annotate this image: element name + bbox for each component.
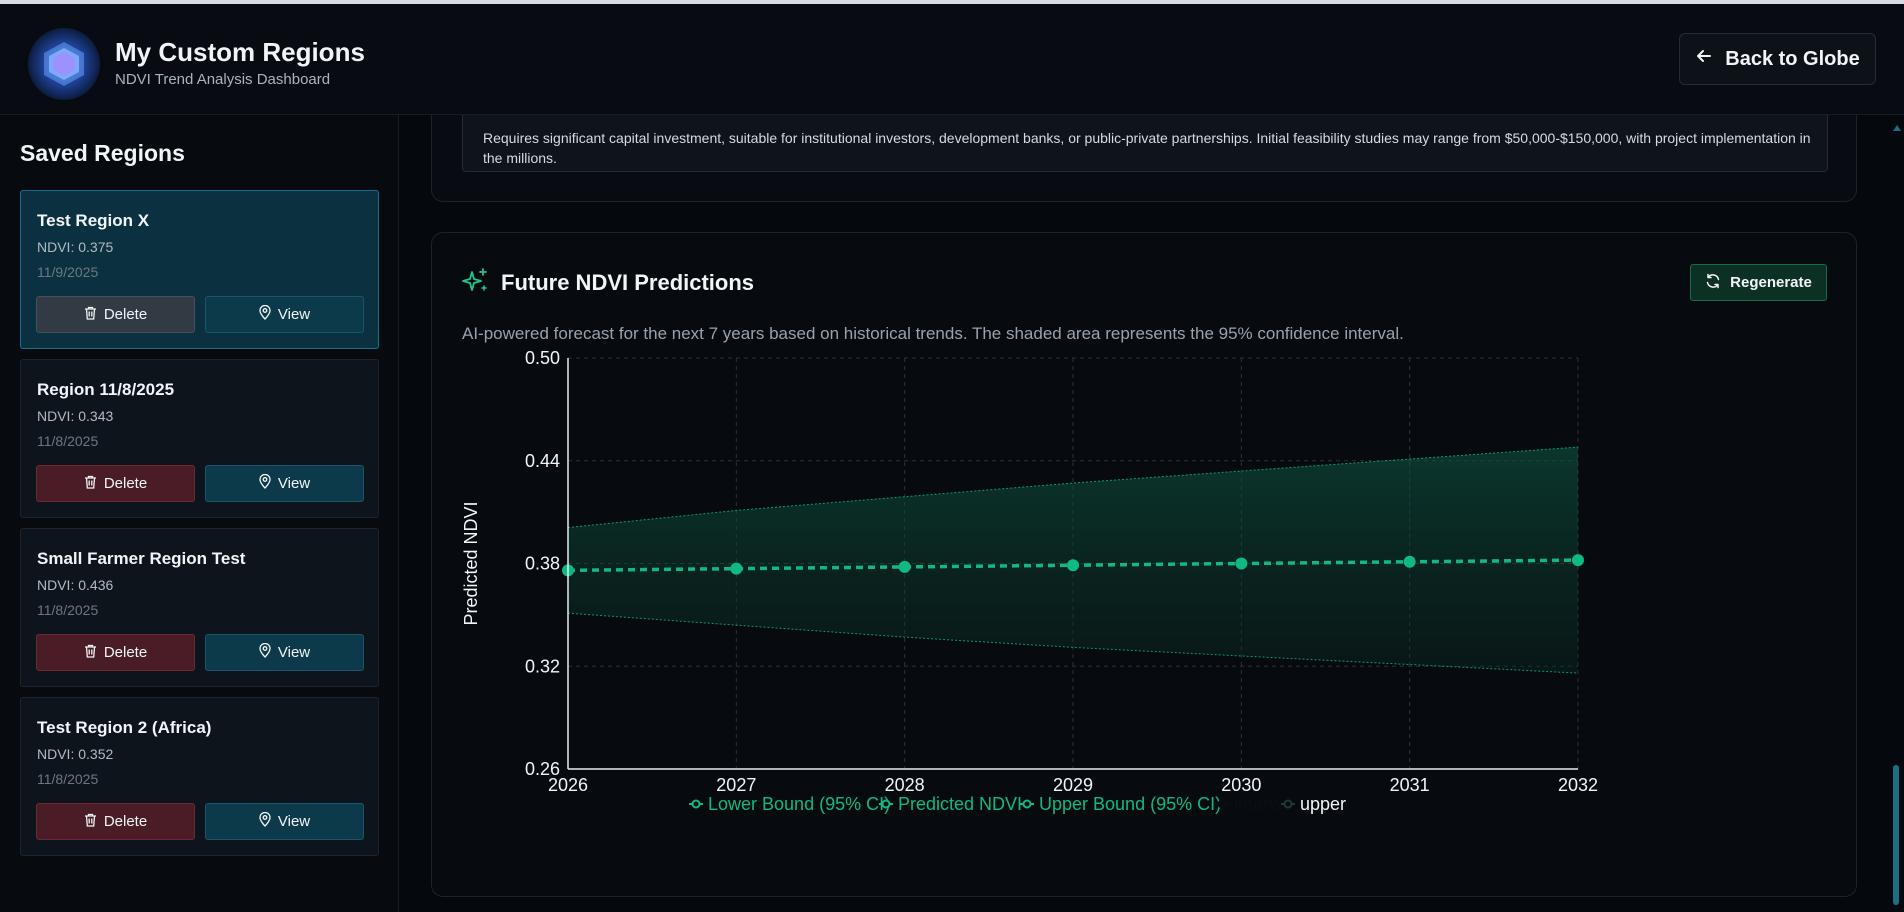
region-date: 11/8/2025 [37,433,99,449]
investment-note-text: Requires significant capital investment,… [483,130,1811,166]
region-name: Region 11/8/2025 [37,380,175,399]
app-logo [28,28,100,100]
region-name: Test Region 2 (Africa) [37,718,212,737]
view-label: View [277,644,311,661]
x-tick-label: 2026 [548,775,588,795]
region-date: 11/8/2025 [37,771,99,787]
predictions-panel: Future NDVI Predictions Regenerate AI-po… [431,232,1857,897]
region-ndvi: NDVI: 0.375 [37,239,114,255]
region-date: 11/8/2025 [37,602,99,618]
scrollbar-track[interactable] [1890,115,1904,912]
x-tick-label: 2031 [1390,775,1430,795]
trash-icon [84,644,97,662]
legend-marker [691,799,701,809]
region-ndvi: NDVI: 0.352 [37,746,114,762]
map-pin-icon [259,811,271,831]
lower-bound-line [567,612,1579,674]
region-card[interactable]: Region 11/8/2025 NDVI: 0.343 11/8/2025 D… [20,359,379,518]
saved-regions-sidebar: Saved Regions Test Region X NDVI: 0.375 … [0,115,399,912]
region-card[interactable]: Test Region 2 (Africa) NDVI: 0.352 11/8/… [20,697,379,856]
delete-region-button[interactable]: Delete [36,296,195,333]
x-tick-label: 2028 [885,775,925,795]
trash-icon [84,475,97,493]
x-tick-label: 2032 [1558,775,1598,795]
view-label: View [277,813,311,830]
back-to-globe-button[interactable]: Back to Globe [1679,33,1876,85]
delete-region-button[interactable]: Delete [36,803,195,840]
map-pin-icon [259,473,271,493]
delete-label: Delete [103,475,148,492]
ndvi-prediction-chart: 0.26 0.32 0.38 0.44 0.50 2026 2027 2028 2029 2030… [461,348,1598,814]
sparkles-icon [461,267,489,300]
predicted-ndvi-point [1067,559,1079,572]
view-label: View [277,475,311,492]
upper-bound-line [567,446,1579,529]
predicted-ndvi-point [898,560,911,573]
delete-label: Delete [103,813,148,830]
view-region-button[interactable]: View [205,296,364,333]
predictions-description: AI-powered forecast for the next 7 years… [462,324,1404,343]
refresh-icon [1705,273,1721,293]
delete-region-button[interactable]: Delete [36,465,195,502]
window-top-border [0,0,1904,4]
main-content: Requires significant capital investment,… [400,115,1904,912]
investment-note-box: Requires significant capital investment,… [462,115,1828,172]
investment-panel: Requires significant capital investment,… [431,115,1857,202]
region-ndvi: NDVI: 0.436 [37,577,114,593]
saved-regions-title: Saved Regions [20,140,185,166]
delete-region-button[interactable]: Delete [36,634,195,671]
predictions-title: Future NDVI Predictions [501,270,755,295]
map-pin-icon [259,304,271,324]
arrow-left-icon [1695,47,1713,71]
view-region-button[interactable]: View [205,634,364,671]
y-tick-label: 0.50 [525,348,560,368]
region-card[interactable]: Small Farmer Region Test NDVI: 0.436 11/… [20,528,379,687]
legend-label: Upper Bound (95% CI) [1039,794,1221,814]
app-header: My Custom Regions NDVI Trend Analysis Da… [0,4,1904,115]
y-tick-label: 0.32 [525,656,560,676]
legend-label: Lower Bound (95% CI) [708,794,890,814]
view-region-button[interactable]: View [205,803,364,840]
predicted-ndvi-point [1403,555,1416,568]
trash-icon [84,813,97,831]
view-region-button[interactable]: View [205,465,364,502]
region-date: 11/9/2025 [37,264,99,280]
predicted-ndvi-point [1235,557,1248,570]
region-ndvi: NDVI: 0.343 [37,408,114,424]
y-tick-label: 0.38 [525,554,560,574]
x-tick-label: 2030 [1221,775,1261,795]
delete-label: Delete [103,306,148,323]
region-name: Test Region X [37,211,150,230]
y-tick-label: 0.26 [525,759,560,779]
legend-marker [1217,799,1227,809]
map-pin-icon [259,642,271,662]
legend-marker [1283,799,1293,809]
delete-label: Delete [103,644,148,661]
trash-icon [84,306,97,324]
regenerate-button[interactable]: Regenerate [1690,264,1827,301]
scroll-up-arrow-icon[interactable] [1892,119,1902,137]
back-to-globe-label: Back to Globe [1725,47,1860,70]
app-title: My Custom Regions [115,37,365,67]
legend-label: interval [1234,794,1292,814]
scrollbar-thumb[interactable] [1893,765,1899,905]
predicted-ndvi-point [1572,554,1584,567]
predicted-ndvi-point [730,562,743,575]
y-tick-label: 0.44 [525,451,560,471]
app-subtitle: NDVI Trend Analysis Dashboard [115,71,331,88]
region-card[interactable]: Test Region X NDVI: 0.375 11/9/2025 Dele… [20,190,379,349]
legend-marker [881,799,891,809]
legend-marker [1022,799,1032,809]
x-tick-label: 2029 [1053,775,1093,795]
y-axis-label: Predicted NDVI [461,501,481,625]
x-tick-label: 2027 [716,775,756,795]
view-label: View [277,306,311,323]
legend-label: Predicted NDVI [898,794,1022,814]
legend-label: upper [1300,794,1346,814]
region-name: Small Farmer Region Test [37,549,246,568]
regenerate-label: Regenerate [1730,274,1812,291]
